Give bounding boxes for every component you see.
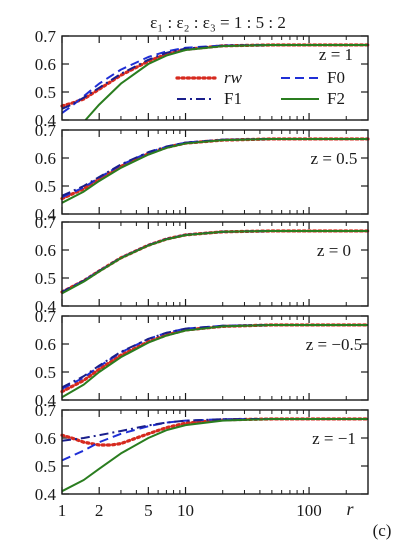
- panel-label: z = 0.5: [311, 149, 358, 168]
- panel-label: z = −0.5: [306, 335, 362, 354]
- series-line-f2-panel-1: [84, 43, 368, 121]
- series-line-rw-panel-2: [60, 137, 370, 201]
- legend-label-rw: rw: [224, 68, 243, 87]
- panel-label: z = −1: [312, 429, 356, 448]
- panel-2: 0.4 0.5 0.6 0.7 z = 0.5: [35, 121, 370, 224]
- y-tick-label: 0.6: [35, 429, 56, 448]
- panels-group: 0.4 0.5 0.6 0.7 z = 1 rw F0 F1 F2 0.4 0.5 0.6 0.7 z =…: [35, 27, 370, 504]
- x-tick-label: 2: [95, 501, 104, 520]
- x-tick-label: 1: [58, 501, 67, 520]
- y-tick-label: 0.4: [35, 391, 57, 410]
- x-tick-label: 5: [144, 501, 153, 520]
- y-tick-label: 0.4: [35, 297, 57, 316]
- y-tick-label: 0.4: [35, 111, 57, 130]
- y-tick-label: 0.5: [35, 363, 56, 382]
- panel-frame: [61, 315, 369, 401]
- panel-frame: [61, 409, 369, 495]
- y-tick-label: 0.6: [35, 55, 56, 74]
- y-tick-label: 0.5: [35, 177, 56, 196]
- y-tick-label: 0.7: [35, 213, 57, 232]
- y-tick-label: 0.5: [35, 83, 56, 102]
- chart-title: ε₁ : ε₂ : ε₃ = 1 : 5 : 2: [150, 13, 286, 32]
- y-tick-label: 0.6: [35, 335, 56, 354]
- series-line-f2-panel-4: [61, 323, 368, 399]
- x-tick-label: 10: [177, 501, 194, 520]
- y-tick-label: 0.7: [35, 401, 57, 420]
- y-tick-label: 0.7: [35, 27, 57, 46]
- figure-corner-label: (c): [373, 521, 392, 540]
- panel-5: 0.4 0.5 0.6 0.7 z = −1: [35, 401, 370, 504]
- panel-frame: [61, 35, 369, 121]
- series-line-f2-panel-5: [61, 417, 368, 493]
- legend: rw F0 F1 F2: [175, 68, 345, 108]
- panel-4: 0.4 0.5 0.6 0.7 z = −0.5: [35, 307, 370, 410]
- y-tick-label: 0.7: [35, 307, 57, 326]
- legend-label-f2: F2: [327, 89, 345, 108]
- y-tick-label: 0.6: [35, 149, 56, 168]
- series-line-f1-panel-4: [61, 323, 368, 389]
- series-line-f0-panel-2: [61, 137, 368, 199]
- panel-1: 0.4 0.5 0.6 0.7 z = 1 rw F0 F1 F2: [35, 27, 370, 130]
- series-line-f2-panel-3: [61, 229, 368, 295]
- series-line-f2-panel-2: [61, 137, 368, 204]
- y-tick-label: 0.5: [35, 457, 56, 476]
- x-tick-label: 100: [296, 501, 322, 520]
- panel-label: z = 1: [319, 45, 353, 64]
- x-axis: 1 2 5 10 100: [58, 501, 322, 520]
- y-tick-label: 0.5: [35, 269, 56, 288]
- y-tick-label: 0.4: [35, 205, 57, 224]
- legend-label-f1: F1: [224, 89, 242, 108]
- x-axis-label: r: [346, 499, 354, 519]
- series-line-f1-panel-5: [61, 417, 368, 442]
- panel-label: z = 0: [317, 241, 351, 260]
- legend-label-f0: F0: [327, 68, 345, 87]
- y-tick-label: 0.4: [35, 485, 57, 504]
- panel-3: 0.4 0.5 0.6 0.7 z = 0: [35, 213, 370, 316]
- y-tick-label: 0.6: [35, 241, 56, 260]
- y-tick-label: 0.7: [35, 121, 57, 140]
- panel-frame: [61, 221, 369, 307]
- panel-frame: [61, 129, 369, 215]
